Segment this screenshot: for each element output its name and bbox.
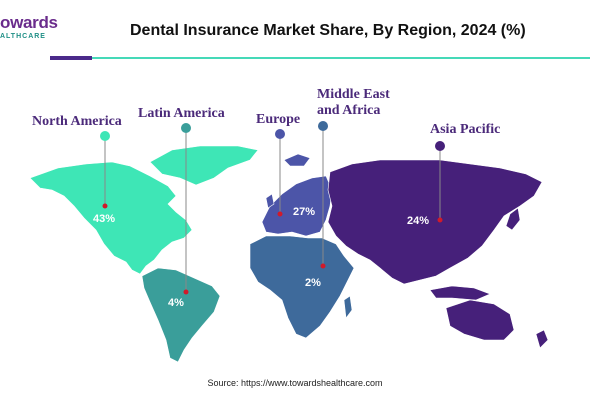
marker-latin-america bbox=[181, 123, 191, 133]
north-america-shape bbox=[29, 161, 193, 275]
japan-shape bbox=[505, 207, 521, 231]
value-middle-east-africa: 2% bbox=[305, 277, 321, 289]
marker-north-america bbox=[100, 131, 110, 141]
madagascar-shape bbox=[343, 295, 353, 319]
europe-shape bbox=[261, 175, 333, 237]
anchor-north-america bbox=[102, 203, 108, 209]
logo-wordmark: owards bbox=[0, 13, 58, 32]
logo: owards ALTHCARE bbox=[0, 14, 70, 40]
australia-shape bbox=[445, 299, 515, 341]
label-asia-pacific: Asia Pacific bbox=[430, 122, 501, 137]
label-middle-east-africa-line1: Middle East bbox=[317, 87, 390, 102]
value-latin-america: 4% bbox=[168, 297, 184, 309]
label-europe: Europe bbox=[256, 112, 301, 127]
uk-shape bbox=[265, 193, 275, 209]
middle-east-africa-shape bbox=[249, 235, 355, 339]
label-north-america: North America bbox=[32, 114, 122, 129]
greenland-shape bbox=[149, 145, 259, 186]
label-middle-east-africa: Middle East and Africa bbox=[317, 87, 390, 119]
label-latin-america: Latin America bbox=[138, 106, 225, 121]
page-title: Dental Insurance Market Share, By Region… bbox=[130, 22, 526, 39]
anchor-europe bbox=[277, 211, 283, 217]
source-note: Source: https://www.towardshealthcare.co… bbox=[207, 378, 383, 388]
value-asia-pacific: 24% bbox=[407, 215, 429, 227]
new-zealand-shape bbox=[535, 329, 549, 349]
title-underline bbox=[92, 57, 590, 59]
logo-tagline: ALTHCARE bbox=[0, 33, 46, 40]
asia-pacific-shape bbox=[327, 159, 543, 285]
anchor-asia-pacific bbox=[437, 217, 443, 223]
marker-asia-pacific bbox=[435, 141, 445, 151]
anchor-latin-america bbox=[183, 289, 189, 295]
indonesia-shape bbox=[429, 285, 491, 301]
anchor-middle-east-africa bbox=[320, 263, 326, 269]
latin-america-shape bbox=[141, 267, 221, 363]
value-north-america: 43% bbox=[93, 213, 115, 225]
iceland-shape bbox=[283, 153, 311, 167]
value-europe: 27% bbox=[293, 206, 315, 218]
label-middle-east-africa-line2: and Africa bbox=[317, 103, 381, 118]
title-underline-accent bbox=[50, 56, 92, 60]
marker-middle-east-africa bbox=[318, 121, 328, 131]
marker-europe bbox=[275, 129, 285, 139]
